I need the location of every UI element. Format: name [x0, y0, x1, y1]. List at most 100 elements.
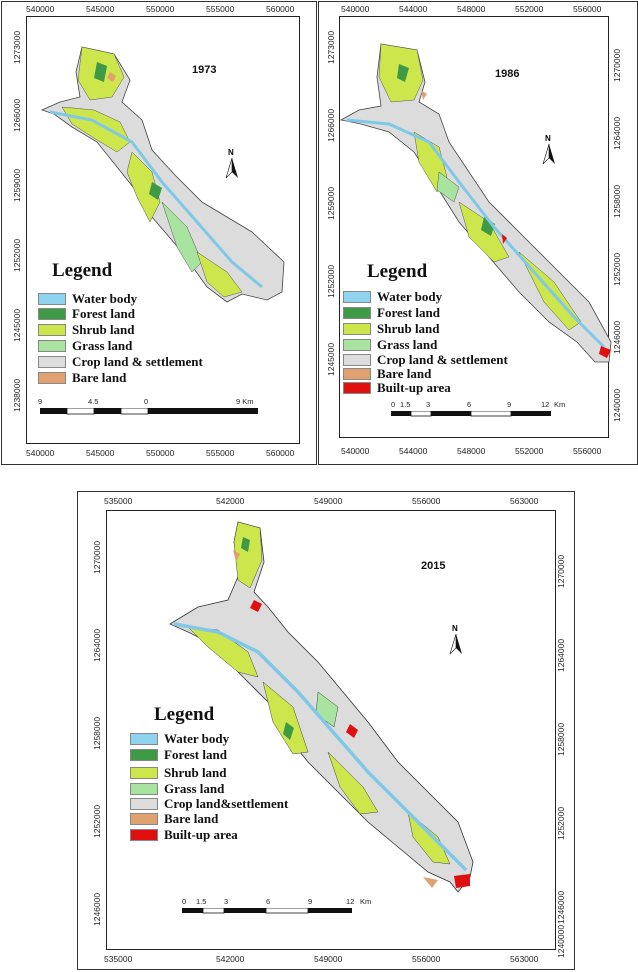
legend-swatch — [343, 354, 371, 366]
bottom-tick: 556000 — [573, 446, 602, 456]
legend-item: Crop land & settlement — [343, 352, 508, 367]
top-tick: 550000 — [146, 4, 175, 14]
legend-item: Crop land&settlement — [130, 796, 288, 811]
top-tick: 535000 — [104, 496, 133, 506]
scale-label: 3 — [426, 400, 431, 409]
scale-label: 0 — [144, 397, 149, 406]
legend-label: Forest land — [164, 747, 227, 762]
legend-label: Bare land — [164, 811, 219, 826]
bottom-tick: 563000 — [510, 954, 539, 964]
scale-label: 6 — [266, 897, 271, 906]
legend-item: Built-up area — [343, 380, 451, 395]
legend-item: Forest land — [343, 305, 440, 320]
legend-swatch — [343, 323, 371, 335]
top-tick: 563000 — [510, 496, 539, 506]
map-panel-1973: 540000 545000 550000 555000 560000 54000… — [1, 1, 317, 465]
legend-swatch — [130, 767, 158, 779]
legend-label: Water body — [164, 731, 230, 746]
top-tick: 540000 — [26, 4, 55, 14]
top-tick: 560000 — [266, 4, 295, 14]
scale-label: 4.5 — [88, 397, 99, 406]
bottom-tick: 556000 — [412, 954, 441, 964]
legend-label: Crop land & settlement — [72, 354, 203, 369]
legend-swatch — [130, 783, 158, 795]
top-tick: 542000 — [216, 496, 245, 506]
bottom-tick: 555000 — [206, 448, 235, 458]
bottom-tick: 549000 — [314, 954, 343, 964]
legend-label: Grass land — [72, 338, 133, 353]
legend-item: Water body — [343, 289, 443, 304]
legend-swatch — [130, 798, 158, 810]
scale-label: 1.5 — [196, 897, 207, 906]
legend-title: Legend — [154, 704, 215, 725]
legend-item: Bare land — [343, 366, 432, 381]
top-tick: 549000 — [314, 496, 343, 506]
legend-item: Grass land — [130, 781, 225, 796]
legend-label: Built-up area — [377, 380, 451, 395]
scale-bar: 0 1.5 3 6 9 12 Km — [391, 400, 571, 420]
scale-label: 1.5 — [400, 400, 411, 409]
north-label: N — [545, 134, 551, 143]
top-tick: 540000 — [341, 4, 370, 14]
legend-swatch — [130, 749, 158, 761]
land-cover-map — [169, 521, 474, 893]
legend-swatch — [130, 829, 158, 841]
map-panel-1986: 540000 544000 548000 552000 556000 54000… — [318, 1, 638, 465]
legend-item: Shrub land — [38, 322, 135, 337]
scale-label: 0 — [391, 400, 396, 409]
legend-item: Water body — [130, 731, 230, 746]
map-panel-2015: 535000 542000 549000 556000 563000 53500… — [77, 491, 575, 970]
top-tick: 556000 — [573, 4, 602, 14]
legend-swatch — [38, 293, 66, 305]
legend-swatch — [343, 382, 371, 394]
legend-title: Legend — [52, 260, 113, 281]
top-tick: 555000 — [206, 4, 235, 14]
top-tick: 544000 — [399, 4, 428, 14]
legend-label: Water body — [72, 291, 138, 306]
legend-swatch — [343, 339, 371, 351]
scale-label: 12 — [541, 400, 550, 409]
scale-bar: 9 4.5 0 9 Km — [38, 397, 260, 417]
land-cover-map — [339, 43, 612, 363]
legend-swatch — [38, 356, 66, 368]
scale-label: 9 — [507, 400, 512, 409]
legend-label: Bare land — [377, 366, 432, 381]
top-tick: 556000 — [412, 496, 441, 506]
legend-label: Shrub land — [164, 765, 227, 780]
legend-item: Forest land — [130, 747, 227, 762]
legend-item: Water body — [38, 291, 138, 306]
north-arrow-icon: N — [224, 148, 240, 180]
legend-swatch — [38, 340, 66, 352]
scale-label: 9 Km — [236, 397, 254, 406]
legend-label: Forest land — [377, 305, 440, 320]
scale-label: 9 — [308, 897, 313, 906]
bottom-tick: 540000 — [26, 448, 55, 458]
legend-swatch — [343, 291, 371, 303]
legend-label: Grass land — [164, 781, 225, 796]
legend-swatch — [38, 372, 66, 384]
north-label: N — [452, 624, 458, 633]
north-label: N — [228, 148, 234, 157]
bottom-tick: 535000 — [104, 954, 133, 964]
legend-item: Bare land — [38, 370, 126, 385]
legend-item: Shrub land — [343, 321, 440, 336]
land-cover-map — [40, 46, 285, 303]
legend-label: Water body — [377, 289, 443, 304]
legend-label: Grass land — [377, 337, 438, 352]
scale-label: Km — [360, 897, 372, 906]
legend-title: Legend — [367, 261, 428, 282]
scale-label: 0 — [182, 897, 187, 906]
map-year: 1986 — [495, 68, 520, 80]
bottom-tick: 560000 — [266, 448, 295, 458]
legend-item: Grass land — [38, 338, 133, 353]
legend-item: Crop land & settlement — [38, 354, 203, 369]
top-tick: 545000 — [86, 4, 115, 14]
north-arrow-icon: N — [541, 134, 557, 166]
legend-label: Shrub land — [377, 321, 440, 336]
scale-label: 6 — [467, 400, 472, 409]
bottom-tick: 550000 — [146, 448, 175, 458]
top-tick: 548000 — [457, 4, 486, 14]
legend-label: Shrub land — [72, 322, 135, 337]
legend-label: Forest land — [72, 306, 135, 321]
legend-item: Built-up area — [130, 827, 238, 842]
